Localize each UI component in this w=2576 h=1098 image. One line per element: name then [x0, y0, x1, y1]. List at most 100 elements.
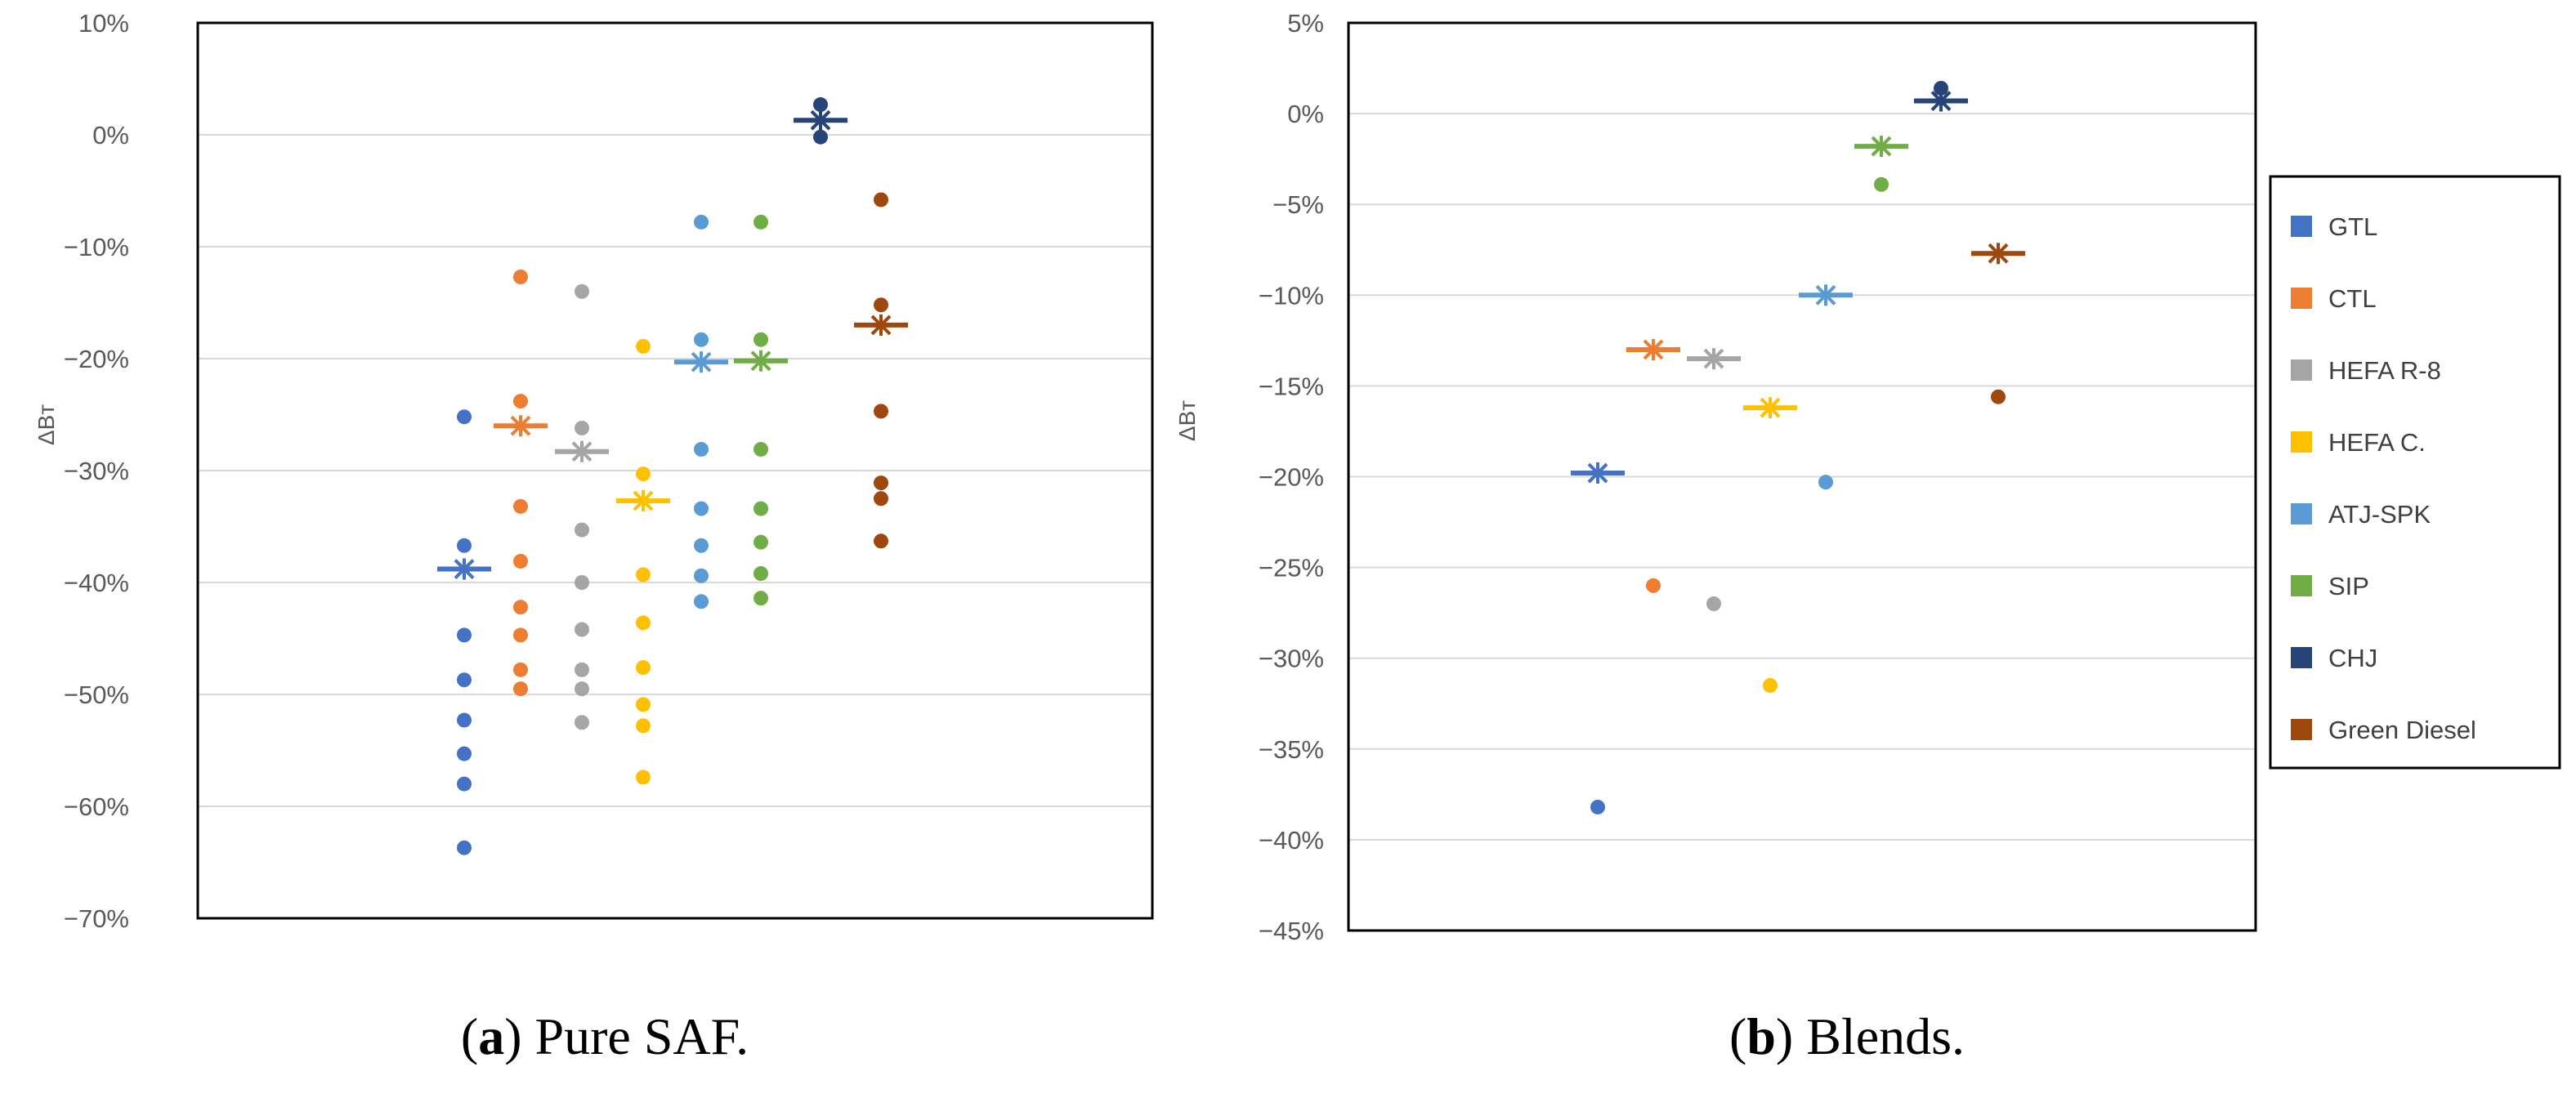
mean-marker	[810, 109, 831, 132]
data-point	[457, 409, 472, 425]
data-point	[457, 627, 472, 643]
mean-marker	[1988, 243, 2009, 265]
mean-marker	[750, 350, 771, 372]
data-point	[694, 594, 709, 609]
data-point	[1991, 389, 2006, 404]
mean-marker	[510, 415, 531, 437]
legend-label-atj-spk: ATJ-SPK	[2328, 500, 2431, 529]
mean-marker	[571, 440, 593, 462]
data-point	[513, 553, 528, 569]
data-point	[575, 575, 589, 590]
legend-frame	[2269, 175, 2561, 770]
y-tick-label: 5%	[1287, 9, 1324, 38]
y-tick-label: −70%	[64, 904, 129, 933]
panel-b-blends: 5% 0% −5% −10% −15% −20% −25% −30% −35% −40% −45% Δ…	[1174, 9, 2257, 945]
y-tick-label: −10%	[64, 233, 129, 261]
data-point	[813, 97, 828, 113]
data-point	[694, 214, 709, 230]
data-point	[513, 681, 528, 697]
legend-label-chj: CHJ	[2328, 644, 2377, 672]
data-point	[575, 715, 589, 730]
legend-swatch-sip	[2291, 575, 2312, 596]
data-point	[813, 129, 828, 145]
data-point	[636, 338, 651, 354]
data-point	[1874, 176, 1889, 192]
data-point	[457, 538, 472, 553]
y-tick-label: −50%	[64, 681, 129, 709]
legend-label-green-diesel: Green Diesel	[2328, 716, 2476, 744]
y-tick-label: −40%	[1259, 826, 1324, 855]
mean-marker	[1815, 284, 1836, 306]
y-tick-label: −35%	[1259, 735, 1324, 764]
captions: (a) Pure SAF. (b) Blends.	[461, 1007, 1965, 1065]
mean-marker	[1930, 90, 1952, 112]
y-axis-label: ΔBт	[1174, 400, 1200, 441]
mean-marker	[870, 314, 892, 336]
data-point	[754, 332, 768, 347]
y-tick-label: −30%	[64, 457, 129, 485]
y-tick-label: −45%	[1259, 917, 1324, 945]
caption-a: (a) Pure SAF.	[461, 1007, 749, 1065]
legend-label-sip: SIP	[2328, 572, 2369, 600]
data-point	[575, 681, 589, 697]
data-point	[636, 770, 651, 785]
series-green-diesel	[854, 192, 908, 549]
mean-marker	[454, 558, 475, 580]
y-tick-label: 10%	[78, 9, 129, 38]
y-tick-label: −10%	[1259, 281, 1324, 310]
y-axis-label: ΔBт	[34, 404, 59, 445]
panel-a-pure-saf: 10% 0% −10% −20% −30% −40% −50% −60% −70% ΔBт	[34, 9, 1154, 933]
mean-marker	[1760, 397, 1781, 419]
legend-label-hefa-c: HEFA C.	[2328, 428, 2426, 457]
data-point	[694, 501, 709, 516]
y-tick-label: −60%	[64, 792, 129, 821]
y-tick-label: −15%	[1259, 372, 1324, 400]
legend-swatch-chj	[2291, 647, 2312, 668]
data-point	[754, 566, 768, 582]
y-tick-label: −5%	[1272, 190, 1324, 219]
mean-marker	[691, 351, 712, 373]
data-point	[874, 491, 888, 507]
legend-label-ctl: CTL	[2328, 284, 2377, 313]
data-point	[457, 746, 472, 761]
series-atj-spk	[674, 214, 728, 609]
data-point	[874, 192, 888, 208]
legend: GTL CTL HEFA R-8 HEFA C. ATJ-SPK SIP CHJ Green …	[2269, 175, 2561, 770]
series-chj	[794, 97, 847, 145]
data-point	[1818, 475, 1833, 490]
data-point	[754, 501, 768, 516]
data-point	[754, 534, 768, 550]
data-point	[457, 672, 472, 688]
legend-swatch-gtl	[2291, 216, 2312, 237]
data-point	[636, 718, 651, 734]
series-hefa-r-8	[1687, 348, 1741, 612]
legend-swatch-atj-spk	[2291, 503, 2312, 524]
series-ctl	[494, 269, 548, 697]
y-tick-label: 0%	[1287, 100, 1324, 128]
legend-swatch-hefa-c	[2291, 431, 2312, 453]
y-tick-label: −40%	[64, 569, 129, 597]
data-point	[513, 600, 528, 615]
mean-marker	[1643, 338, 1664, 360]
data-point	[874, 404, 888, 419]
data-point	[636, 697, 651, 712]
mean-marker	[1871, 136, 1892, 158]
legend-swatch-hefa-r-8	[2291, 359, 2312, 381]
data-point	[513, 269, 528, 284]
data-point	[1706, 596, 1721, 612]
series-hefa-c	[1743, 397, 1797, 694]
data-point	[636, 615, 651, 631]
data-point	[874, 475, 888, 491]
series-ctl	[1626, 338, 1680, 593]
data-point	[513, 394, 528, 409]
data-point	[636, 660, 651, 676]
data-point	[1934, 80, 1948, 96]
data-point	[513, 662, 528, 677]
data-point	[1590, 799, 1605, 815]
y-tick-label: −30%	[1259, 645, 1324, 673]
series-sip	[734, 214, 788, 606]
data-point	[694, 538, 709, 553]
data-point	[1646, 578, 1661, 593]
legend-label-gtl: GTL	[2328, 212, 2377, 241]
